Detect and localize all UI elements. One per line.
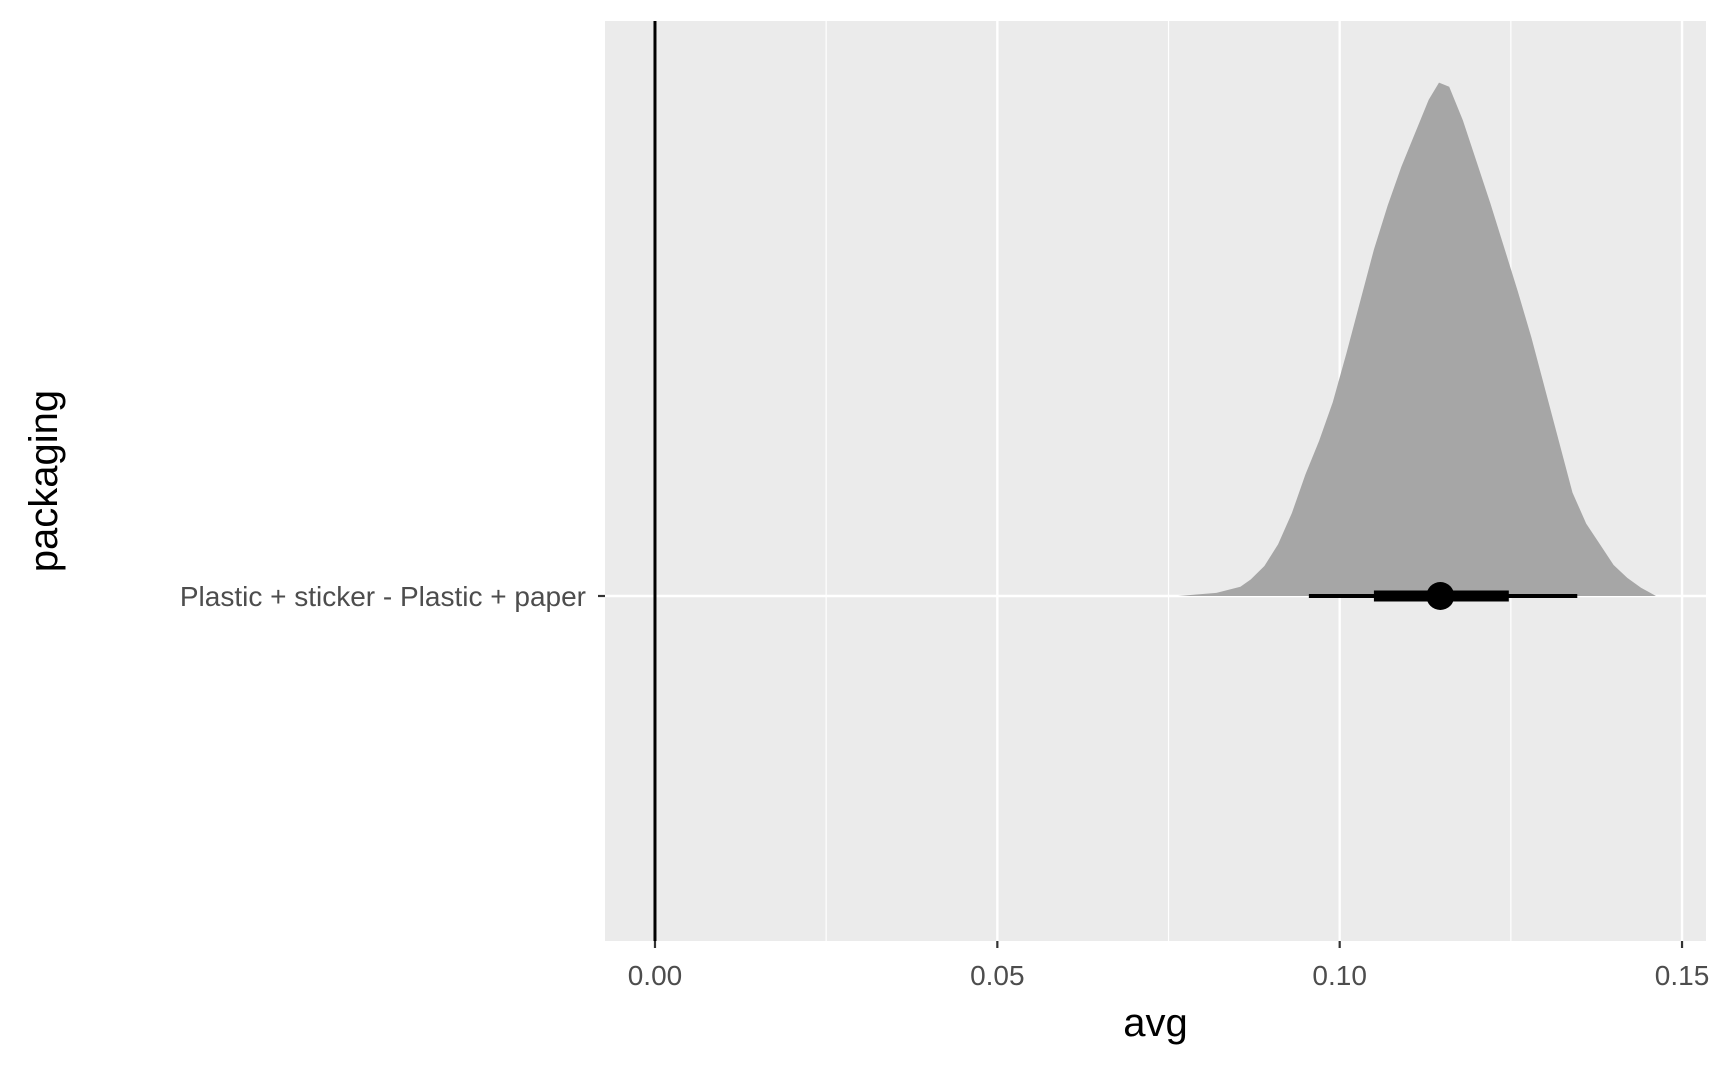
x-tick-label: 0.10 (1312, 960, 1367, 991)
y-axis-title: packaging (22, 390, 66, 572)
chart-marks (653, 21, 1656, 941)
x-tick-label: 0.15 (1655, 960, 1710, 991)
x-axis: 0.00 0.05 0.10 0.15 (628, 941, 1710, 991)
density-slab (1178, 82, 1656, 597)
x-tick-label: 0.00 (628, 960, 683, 991)
x-axis-title: avg (1123, 1001, 1188, 1045)
y-axis: Plastic + sticker - Plastic + paper (180, 581, 605, 612)
point-estimate (1426, 582, 1455, 610)
x-tick-label: 0.05 (970, 960, 1025, 991)
y-tick-label: Plastic + sticker - Plastic + paper (180, 581, 586, 612)
